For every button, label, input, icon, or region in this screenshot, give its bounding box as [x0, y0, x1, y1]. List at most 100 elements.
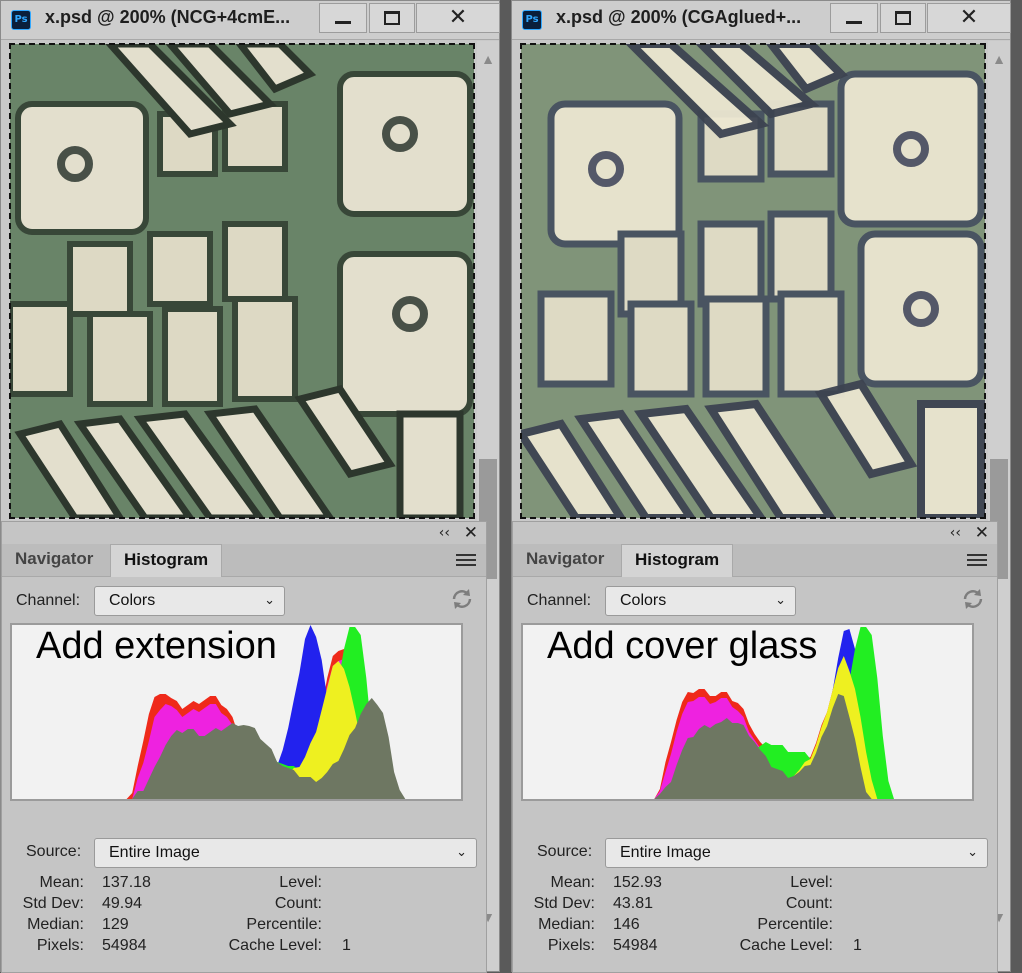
annotation-text: Add cover glass — [547, 625, 818, 667]
channel-select[interactable]: Colors ⌄ — [94, 586, 285, 616]
stat-level-label: Level: — [790, 874, 833, 891]
title-bar[interactable]: Ps x.psd @ 200% (NCG+4cmE... ✕ — [1, 1, 500, 40]
close-panel-icon[interactable]: ✕ — [463, 523, 478, 543]
stat-mean-value: 137.18 — [102, 874, 151, 891]
scroll-up-icon[interactable]: ▲ — [481, 51, 495, 67]
histogram-panel: ‹‹ ✕ Navigator Histogram Channel: Colors… — [1, 521, 487, 973]
source-label: Source: — [26, 843, 82, 860]
close-button[interactable]: ✕ — [927, 3, 1011, 33]
stat-stddev-value: 43.81 — [613, 895, 654, 912]
stat-row: Percentile: — [172, 916, 372, 937]
stat-row: Percentile: — [683, 916, 883, 937]
stat-row: Level: — [683, 874, 883, 895]
stat-pixels-value: 54984 — [613, 937, 658, 954]
panel-tabs: Navigator Histogram — [2, 544, 486, 577]
panel-header: ‹‹ ✕ — [2, 522, 486, 544]
collapse-panel-icon[interactable]: ‹‹ — [949, 525, 961, 541]
tab-navigator[interactable]: Navigator — [15, 549, 94, 568]
document-window-1: Ps x.psd @ 200% (NCG+4cmE... ✕ — [0, 0, 500, 973]
refresh-icon[interactable] — [450, 587, 474, 616]
minimize-icon — [846, 20, 862, 24]
stat-mean-label: Mean: — [550, 874, 595, 891]
image-canvas[interactable] — [9, 43, 475, 519]
window-title: x.psd @ 200% (CGAglued+... — [556, 7, 802, 27]
collapse-panel-icon[interactable]: ‹‹ — [438, 525, 450, 541]
stat-percentile-label: Percentile: — [246, 916, 322, 933]
stat-pixels-label: Pixels: — [547, 937, 595, 954]
histogram-panel: ‹‹ ✕ Navigator Histogram Channel: Colors… — [512, 521, 998, 973]
histogram-chart — [593, 627, 933, 799]
source-select[interactable]: Entire Image ⌄ — [94, 838, 477, 868]
stat-row: Pixels: 54984 — [2, 937, 172, 958]
histogram-chart — [82, 625, 422, 799]
stat-stddev-value: 49.94 — [102, 895, 143, 912]
refresh-icon[interactable] — [961, 587, 985, 616]
stat-cache-level-value: 1 — [853, 937, 862, 954]
histogram-graph: Add cover glass — [521, 623, 974, 801]
stat-count-label: Count: — [274, 895, 322, 912]
stat-row: Cache Level: 1 — [683, 937, 883, 958]
channel-value: Colors — [109, 592, 156, 609]
stat-median-label: Median: — [27, 916, 84, 933]
stats-right: Level: Count: Percentile: Cache Level: 1 — [172, 874, 372, 958]
stat-mean-value: 152.93 — [613, 874, 662, 891]
stat-median-value: 129 — [102, 916, 129, 933]
chevron-down-icon: ⌄ — [264, 593, 275, 608]
minimize-button[interactable] — [319, 3, 367, 33]
stat-row: Std Dev: 43.81 — [513, 895, 683, 916]
stat-row: Count: — [172, 895, 372, 916]
chevron-down-icon: ⌄ — [967, 845, 978, 860]
maximize-button[interactable] — [369, 3, 415, 33]
stat-cache-level-label: Cache Level: — [228, 937, 322, 954]
document-window-2: Ps x.psd @ 200% (CGAglued+... ✕ — [511, 0, 1011, 973]
photoshop-logo-icon: Ps — [11, 10, 31, 30]
minimize-icon — [335, 20, 351, 24]
stat-count-label: Count: — [785, 895, 833, 912]
tab-histogram[interactable]: Histogram — [621, 544, 734, 577]
panel-menu-icon[interactable] — [967, 554, 987, 569]
chevron-down-icon: ⌄ — [775, 593, 786, 608]
chip-micrograph-image — [521, 44, 985, 518]
source-value: Entire Image — [109, 844, 200, 861]
close-button[interactable]: ✕ — [416, 3, 500, 33]
chevron-down-icon: ⌄ — [456, 845, 467, 860]
stat-row: Cache Level: 1 — [172, 937, 372, 958]
stat-cache-level-value: 1 — [342, 937, 351, 954]
stat-percentile-label: Percentile: — [757, 916, 833, 933]
panel-tabs: Navigator Histogram — [513, 544, 997, 577]
panel-menu-icon[interactable] — [456, 554, 476, 569]
stat-level-label: Level: — [279, 874, 322, 891]
close-icon: ✕ — [448, 5, 468, 30]
stat-median-label: Median: — [538, 916, 595, 933]
stat-row: Level: — [172, 874, 372, 895]
stats-left: Mean: 152.93 Std Dev: 43.81 Median: 146 Pix… — [513, 874, 683, 958]
title-bar[interactable]: Ps x.psd @ 200% (CGAglued+... ✕ — [512, 1, 1011, 40]
image-canvas[interactable] — [520, 43, 986, 519]
tab-navigator[interactable]: Navigator — [526, 549, 605, 568]
stat-mean-label: Mean: — [39, 874, 84, 891]
close-panel-icon[interactable]: ✕ — [974, 523, 989, 543]
stat-row: Count: — [683, 895, 883, 916]
source-select[interactable]: Entire Image ⌄ — [605, 838, 988, 868]
stat-row: Median: 146 — [513, 916, 683, 937]
histogram-gray-channel — [593, 694, 933, 799]
histogram-graph: Add extension — [10, 623, 463, 801]
maximize-button[interactable] — [880, 3, 926, 33]
chip-micrograph-image — [10, 44, 474, 518]
minimize-button[interactable] — [830, 3, 878, 33]
close-icon: ✕ — [959, 5, 979, 30]
stats-right: Level: Count: Percentile: Cache Level: 1 — [683, 874, 883, 958]
tab-histogram[interactable]: Histogram — [110, 544, 223, 577]
stat-median-value: 146 — [613, 916, 640, 933]
panel-header: ‹‹ ✕ — [513, 522, 997, 544]
window-title: x.psd @ 200% (NCG+4cmE... — [45, 7, 291, 27]
stat-row: Mean: 137.18 — [2, 874, 172, 895]
stat-row: Median: 129 — [2, 916, 172, 937]
stat-pixels-value: 54984 — [102, 937, 147, 954]
histogram-gray-channel — [82, 698, 422, 799]
stat-row: Std Dev: 49.94 — [2, 895, 172, 916]
source-value: Entire Image — [620, 844, 711, 861]
scroll-up-icon[interactable]: ▲ — [992, 51, 1006, 67]
stat-row: Mean: 152.93 — [513, 874, 683, 895]
channel-select[interactable]: Colors ⌄ — [605, 586, 796, 616]
